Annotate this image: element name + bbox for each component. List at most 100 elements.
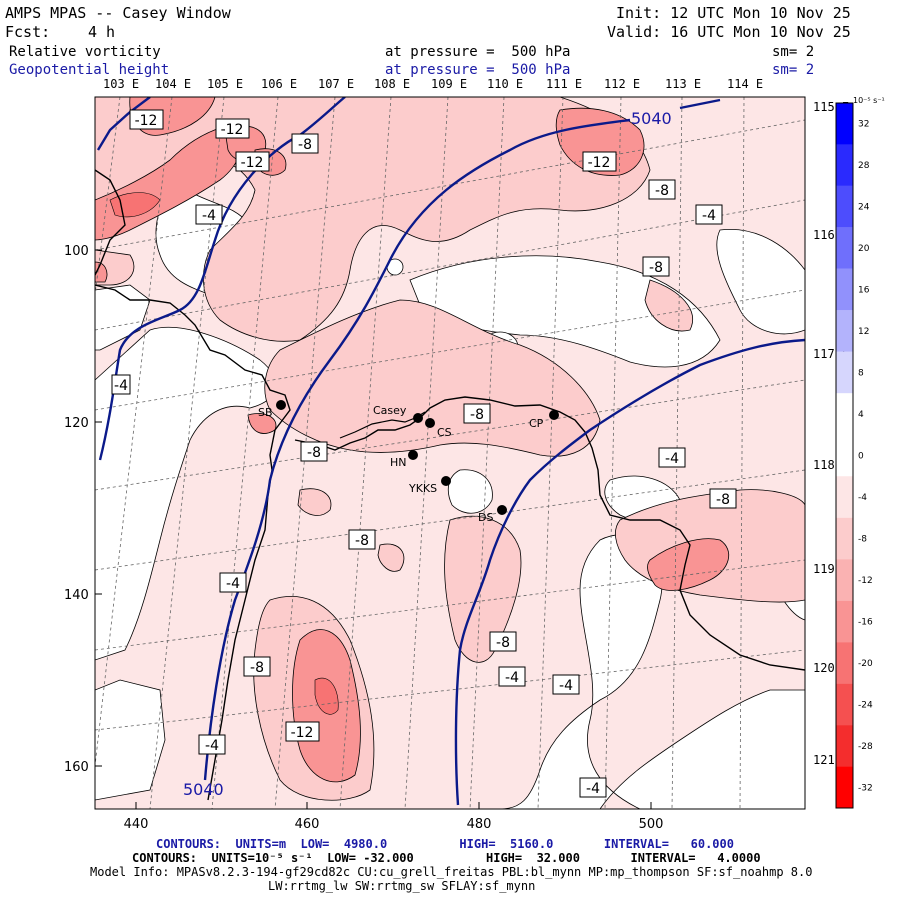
svg-text:120: 120	[64, 416, 89, 431]
vort-label-box: -8	[648, 179, 676, 200]
svg-text:-8: -8	[307, 445, 321, 461]
svg-text:-4: -4	[586, 781, 600, 797]
svg-text:-8: -8	[470, 407, 484, 423]
y-tick-marks	[95, 249, 102, 767]
vort-label-box: -12	[129, 109, 164, 130]
svg-text:-8: -8	[298, 137, 312, 153]
station-label-hn: HN	[390, 456, 407, 469]
lon-label-top: 114 E	[727, 77, 764, 91]
station-marker-casey	[413, 413, 423, 423]
svg-text:-8: -8	[649, 260, 663, 276]
svg-text:-4: -4	[205, 738, 219, 754]
colorbar-label: -28	[858, 742, 873, 752]
colorbar-label: -12	[858, 576, 873, 586]
svg-text:-12: -12	[588, 155, 611, 171]
vort-label-box: -4	[579, 777, 607, 798]
colorbar-swatch	[836, 434, 853, 477]
vorticity-labels: -12 -12 -8 -12 -4 -12 -8 -4 -8 -8 -4 -8 …	[111, 109, 737, 798]
station-marker-sb	[276, 400, 286, 410]
colorbar: 32 28 24 20 16 12 8 4 0 -4 -8 -12 -16 -20 -24 -28 -32	[835, 102, 873, 809]
colorbar-swatch	[836, 642, 853, 684]
colorbar-label: 12	[858, 327, 869, 337]
svg-text:-8: -8	[655, 183, 669, 199]
y-axis-labels: 100 120 140 160	[64, 244, 89, 775]
vort-label-box: -12	[582, 151, 617, 172]
svg-text:-4: -4	[226, 576, 240, 592]
svg-text:-4: -4	[505, 670, 519, 686]
colorbar-swatch	[836, 351, 853, 394]
colorbar-swatch	[836, 310, 853, 352]
vort-label-box: -8	[709, 488, 737, 509]
map-frame	[94, 96, 806, 810]
colorbar-swatch	[836, 144, 853, 186]
colorbar-swatch	[836, 600, 853, 643]
colorbar-frame	[835, 102, 854, 809]
lon-label-top: 108 E	[374, 77, 411, 91]
coastline-west	[95, 284, 291, 801]
vort-label-box: -4	[695, 204, 723, 225]
station-label-cp: CP	[529, 417, 544, 430]
colorbar-swatch	[836, 268, 853, 311]
station-marker-cp	[549, 410, 559, 420]
lon-label-top: 109 E	[431, 77, 468, 91]
forecast-hours: 4 h	[88, 23, 116, 41]
stations: SB Casey CS HN YKKS CP DS	[258, 400, 559, 524]
lon-label-top: 111 E	[546, 77, 583, 91]
plot-title: AMPS MPAS -- Casey Window	[5, 4, 231, 22]
svg-text:-4: -4	[665, 451, 679, 467]
svg-text:-12: -12	[221, 122, 244, 138]
svg-text:-4: -4	[559, 678, 573, 694]
vort-label-box: -4	[111, 374, 131, 395]
colorbar-swatch	[836, 476, 853, 518]
vort-label-box: -4	[198, 734, 226, 755]
svg-text:-8: -8	[355, 533, 369, 549]
svg-text:-12: -12	[241, 155, 264, 171]
smoothing-1: sm= 2	[772, 44, 815, 60]
station-label-casey: Casey	[373, 404, 407, 417]
colorbar-label: 0	[858, 452, 864, 462]
colorbar-label: -4	[858, 493, 867, 503]
station-label-sb: SB	[258, 406, 273, 419]
vort-label-box: -8	[489, 631, 517, 652]
station-label-cs: CS	[437, 426, 452, 439]
colorbar-label: 24	[858, 203, 870, 213]
colorbar-unit: 10⁻⁵ s⁻¹	[853, 96, 885, 105]
vort-label-box: -4	[658, 447, 686, 468]
station-label-ykks: YKKS	[408, 482, 437, 495]
colorbar-swatch	[836, 517, 853, 560]
vort-label-box: -12	[235, 151, 270, 172]
pressure-level-1: at pressure = 500 hPa	[385, 44, 571, 60]
svg-text:140: 140	[64, 588, 89, 603]
svg-text:-8: -8	[496, 635, 510, 651]
station-marker-ykks	[441, 476, 451, 486]
colorbar-swatch	[836, 559, 853, 601]
station-marker-hn	[408, 450, 418, 460]
svg-text:-12: -12	[135, 113, 158, 129]
lon-label-top: 106 E	[261, 77, 298, 91]
height-label: 5040	[631, 109, 672, 128]
svg-text:100: 100	[64, 244, 89, 259]
vort-label-box: -4	[498, 666, 526, 687]
svg-text:160: 160	[64, 760, 89, 775]
model-info-2: LW:rrtmg_lw SW:rrtmg_sw SFLAY:sf_mynn	[268, 879, 536, 893]
vort-label-box: -12	[215, 118, 250, 139]
colorbar-label: 28	[858, 161, 870, 171]
lon-label-top: 113 E	[665, 77, 702, 91]
vort-label-box: -12	[285, 721, 320, 742]
x-axis-labels: 440 460 480 500	[124, 817, 664, 832]
colorbar-label: -8	[858, 534, 867, 544]
svg-text:440: 440	[124, 817, 149, 832]
lon-label-top: 107 E	[318, 77, 355, 91]
valid-time: Valid: 16 UTC Mon 10 Nov 25	[607, 23, 851, 41]
colorbar-label: 16	[858, 286, 870, 296]
svg-text:460: 460	[295, 817, 320, 832]
lon-label-top: 103 E	[103, 77, 140, 91]
colorbar-swatch	[836, 725, 853, 767]
station-label-ds: DS	[478, 511, 493, 524]
lon-label-top: 110 E	[487, 77, 524, 91]
graticule	[95, 97, 805, 809]
vort-label-box: -8	[300, 441, 328, 462]
svg-text:-4: -4	[114, 378, 128, 394]
svg-text:480: 480	[467, 817, 492, 832]
